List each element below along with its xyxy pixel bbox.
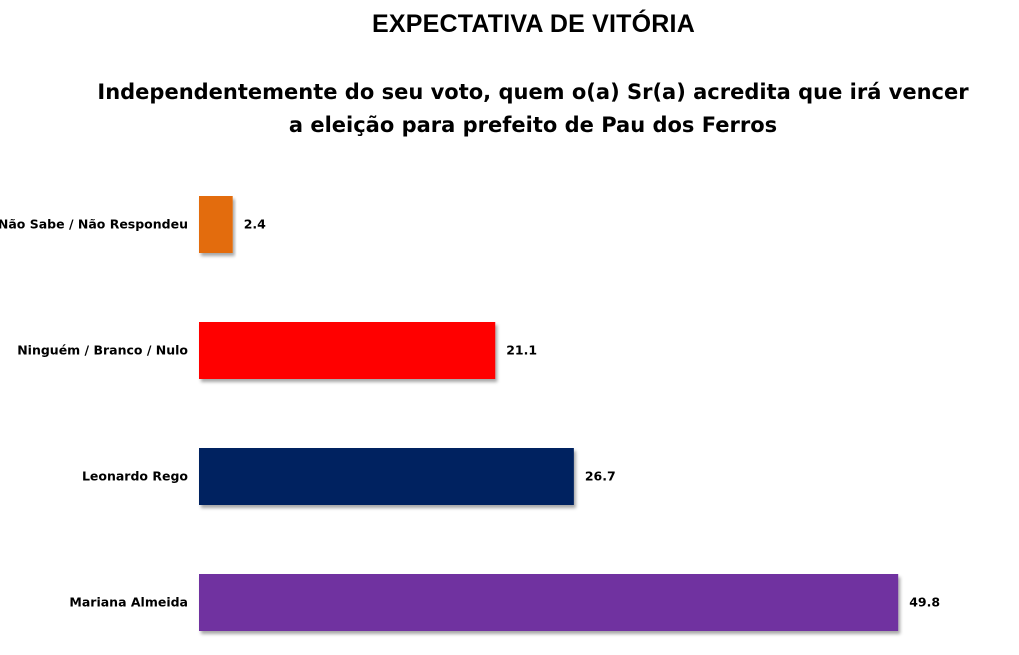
value-label: 26.7 [585,469,616,484]
bar-1 [199,322,496,379]
bar-3 [199,574,899,631]
value-label: 49.8 [909,595,940,610]
category-label: Não Sabe / Não Respondeu [0,217,188,232]
category-label: Leonardo Rego [82,469,188,484]
bar-0 [199,196,233,253]
bars-layer: Não Sabe / Não Respondeu 2.4 Ninguém / Bra… [0,196,940,631]
value-label: 21.1 [506,343,537,358]
chart-title: EXPECTATIVA DE VITÓRIA [372,10,695,38]
category-label: Mariana Almeida [69,595,188,610]
value-label: 2.4 [244,217,266,232]
chart-subtitle: Independentemente do seu voto, quem o(a)… [97,80,969,137]
bar-2 [199,448,574,505]
category-label: Ninguém / Branco / Nulo [17,343,188,358]
